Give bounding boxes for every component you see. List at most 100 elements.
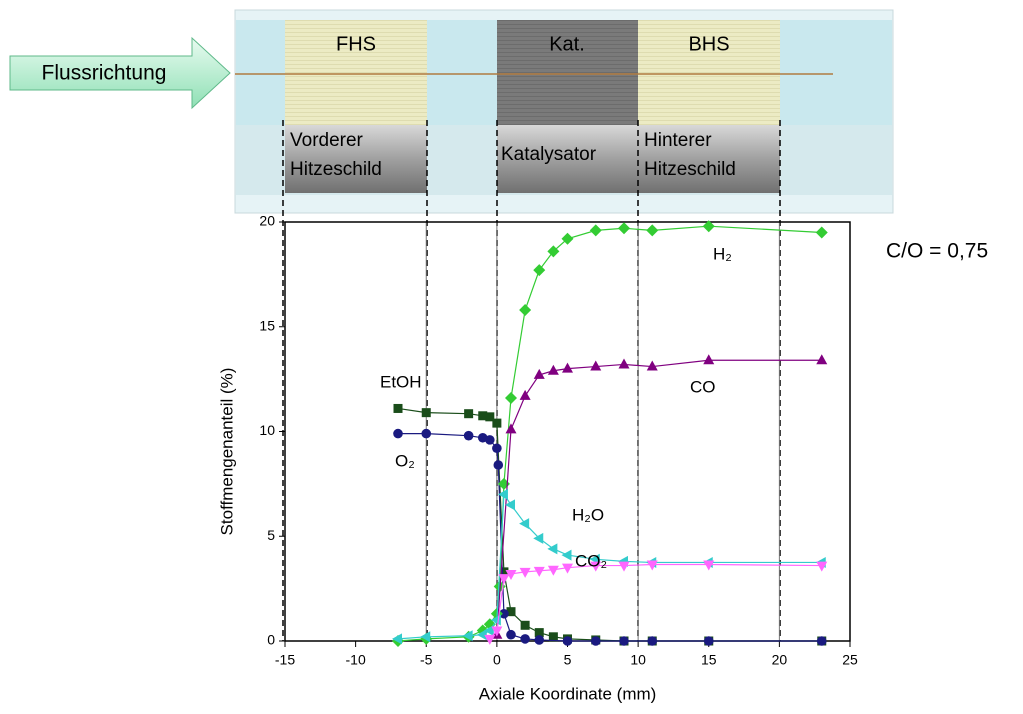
plot-frame: [284, 221, 851, 642]
data-point: [547, 565, 559, 576]
x-tick-label: 15: [701, 652, 717, 668]
data-point: [562, 563, 573, 574]
section-abbr: Kat.: [549, 33, 585, 55]
data-point: [506, 607, 516, 617]
data-point: [520, 634, 530, 644]
data-point: [618, 222, 630, 235]
data-point: [619, 636, 629, 646]
flow-arrow: [9, 36, 231, 110]
x-tick-label: 10: [630, 652, 646, 668]
data-point: [562, 362, 573, 373]
data-point: [533, 368, 545, 379]
data-point: [506, 629, 516, 640]
section-abbr: FHS: [336, 33, 376, 55]
y-tick-label: 15: [259, 317, 275, 333]
data-point: [547, 245, 560, 258]
section-abbr: BHS: [688, 33, 729, 55]
data-point: [533, 566, 545, 577]
series-label: H₂O: [572, 505, 604, 524]
data-point: [483, 625, 494, 637]
data-point: [703, 560, 715, 571]
data-point: [590, 636, 601, 646]
kat-lower: [497, 125, 638, 193]
y-tick-label: 5: [267, 527, 275, 543]
data-point: [703, 354, 715, 365]
data-point: [548, 632, 558, 642]
x-tick-label: -10: [346, 652, 366, 668]
data-point: [646, 560, 658, 571]
data-point: [816, 561, 828, 572]
kat-block: [497, 20, 638, 125]
section-label: Hitzeschild: [644, 159, 736, 180]
data-point: [505, 569, 517, 580]
data-point: [533, 532, 544, 544]
series: H₂O: [392, 488, 826, 645]
data-point: [499, 608, 509, 619]
series-label: CO₂: [575, 551, 607, 570]
data-point: [421, 408, 431, 418]
data-point: [491, 626, 503, 637]
data-point: [476, 629, 487, 641]
fhs-lower: [285, 125, 427, 193]
data-point: [497, 488, 508, 500]
fhs-block: [285, 20, 427, 125]
data-point: [393, 428, 403, 439]
data-point: [420, 631, 431, 643]
data-point: [590, 360, 602, 371]
data-point: [519, 303, 532, 316]
data-point: [462, 630, 473, 642]
data-point: [647, 636, 658, 646]
section-label: Katalysator: [501, 144, 597, 165]
data-point: [815, 226, 828, 239]
data-point: [519, 518, 530, 530]
data-point: [816, 636, 827, 646]
data-point: [498, 574, 510, 585]
series-line: [397, 492, 822, 640]
data-point: [421, 428, 432, 439]
series: CO₂: [484, 551, 828, 645]
data-point: [463, 430, 474, 441]
series-label: EtOH: [380, 372, 422, 391]
data-point: [519, 567, 531, 578]
section-label: Hitzeschild: [290, 159, 382, 180]
data-point: [484, 634, 496, 645]
y-axis-label: Stoffmengenanteil (%): [217, 368, 236, 536]
data-point: [646, 224, 659, 237]
data-point: [534, 628, 544, 638]
y-tick-label: 0: [267, 632, 275, 648]
data-point: [702, 220, 715, 233]
data-point: [485, 412, 495, 422]
data-point: [499, 567, 509, 577]
y-tick-label: 20: [259, 213, 275, 229]
data-point: [464, 409, 474, 419]
data-point: [589, 224, 602, 237]
x-tick-label: -15: [275, 652, 295, 668]
data-point: [590, 561, 602, 572]
data-point: [547, 543, 558, 555]
data-point: [505, 423, 517, 434]
y-tick-label: 10: [259, 422, 275, 438]
series-line: [397, 407, 822, 642]
data-point: [520, 620, 530, 630]
x-tick-label: 20: [772, 652, 788, 668]
data-point: [492, 418, 502, 428]
data-point: [505, 391, 517, 404]
data-point: [562, 636, 573, 646]
x-tick-label: -5: [420, 652, 433, 668]
series-line: [398, 432, 822, 642]
data-point: [492, 443, 502, 454]
data-point: [505, 499, 515, 511]
reactor-diagram: Flussrichtung: [9, 9, 894, 641]
flow-label: Flussrichtung: [42, 62, 167, 85]
data-point: [703, 636, 714, 646]
data-point: [519, 389, 531, 400]
section-label: Hinterer: [644, 130, 712, 151]
x-axis-label: Axiale Koordinate (mm): [479, 684, 657, 703]
data-point: [618, 561, 630, 572]
series: O₂: [393, 428, 827, 646]
annotation: C/O = 0,75: [886, 240, 988, 263]
data-point: [534, 635, 545, 645]
x-tick-label: 25: [842, 652, 858, 668]
series-line: [397, 225, 822, 642]
